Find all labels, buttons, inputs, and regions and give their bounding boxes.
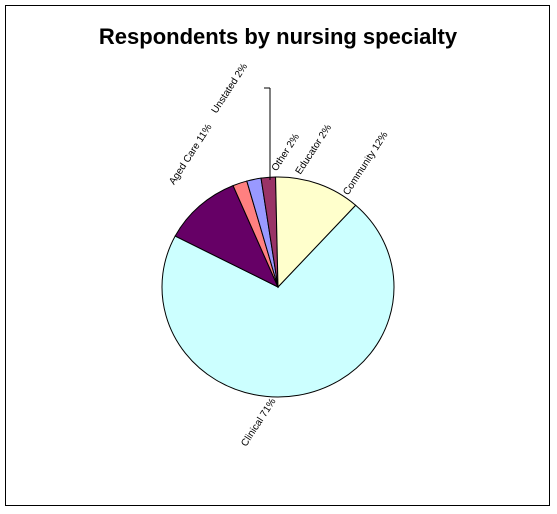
slice-label-aged-care: Aged Care 11% xyxy=(167,122,214,187)
chart-title: Respondents by nursing specialty xyxy=(99,24,458,49)
slice-label-educator: Educator 2% xyxy=(294,123,334,177)
slice-label-community: Community 12% xyxy=(341,130,390,198)
slice-label-unstated: Unstated 2% xyxy=(210,62,250,116)
pie-slice-clinical xyxy=(161,204,395,398)
slice-label-clinical: Clinical 71% xyxy=(239,396,278,448)
pie-slice-aged-care xyxy=(174,184,280,289)
pie-slice-community xyxy=(275,176,357,289)
